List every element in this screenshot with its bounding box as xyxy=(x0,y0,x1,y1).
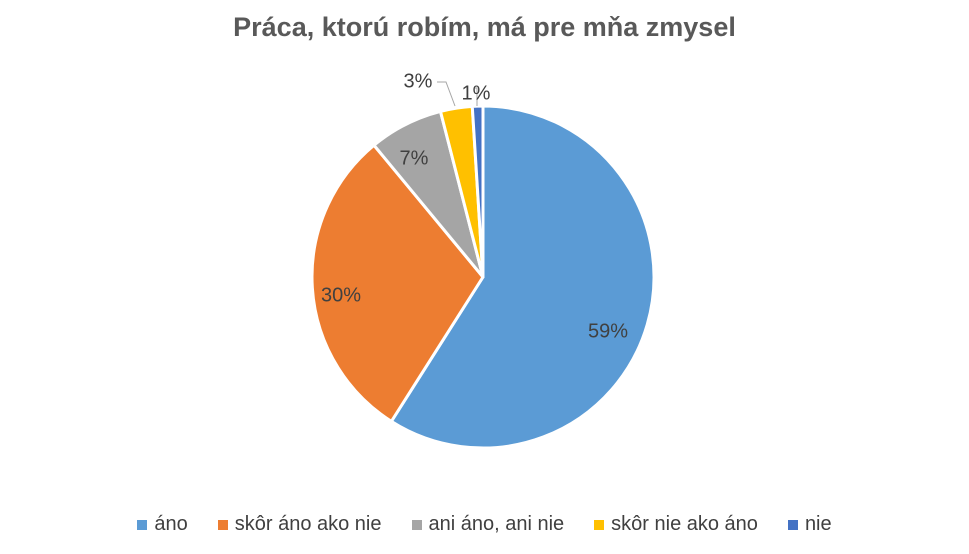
leader-line-5 xyxy=(474,87,478,106)
legend-item-3: ani áno, ani nie xyxy=(411,513,565,536)
data-labels: 59% 30% 7% 3% 1% xyxy=(321,70,628,342)
legend-label-1: áno xyxy=(154,513,188,535)
legend-swatch-3 xyxy=(411,519,422,530)
data-label-2: 30% xyxy=(321,284,361,306)
legend-item-5: nie xyxy=(787,513,832,536)
data-label-4: 3% xyxy=(404,70,433,92)
leader-line-4 xyxy=(437,81,456,107)
legend-swatch-4 xyxy=(594,519,605,530)
legend-item-2: skôr áno ako nie xyxy=(217,513,382,536)
legend-label-4: skôr nie ako áno xyxy=(611,513,758,535)
leader-lines xyxy=(437,81,478,107)
legend-swatch-1 xyxy=(137,519,148,530)
pie-slice-1 xyxy=(389,104,656,450)
data-label-3: 7% xyxy=(400,147,429,169)
legend-item-1: áno xyxy=(137,513,188,536)
data-label-5: 1% xyxy=(462,82,491,104)
legend-label-3: ani áno, ani nie xyxy=(428,513,565,535)
legend-label-5: nie xyxy=(804,513,832,535)
pie-slice-2 xyxy=(310,143,485,423)
legend-item-4: skôr nie ako áno xyxy=(594,513,758,536)
pie-slice-5 xyxy=(470,104,485,279)
legend-swatch-2 xyxy=(217,519,228,530)
legend: áno skôr áno ako nie ani áno, ani nie skôr … xyxy=(0,513,969,536)
chart-title: Práca, ktorú robím, má pre mňa zmysel xyxy=(233,12,736,42)
pie-slices xyxy=(310,104,656,450)
data-label-1: 59% xyxy=(588,320,628,342)
legend-swatch-5 xyxy=(787,519,798,530)
legend-label-2: skôr áno ako nie xyxy=(234,513,382,535)
